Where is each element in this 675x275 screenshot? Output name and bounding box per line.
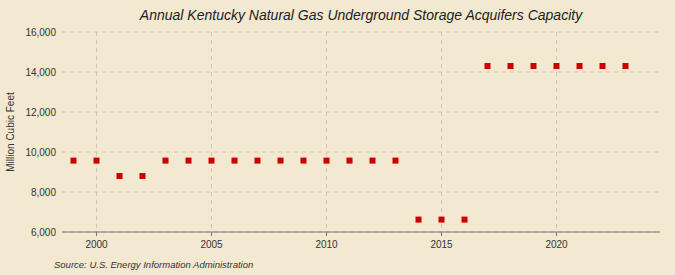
y-grid-line [62,192,660,193]
point [485,63,491,69]
point [94,158,100,164]
point [163,158,169,164]
point [370,158,376,164]
point [600,63,606,69]
x-tick-mark [441,232,442,236]
x-grid-line [556,32,557,232]
y-tick-label: 14,000 [25,67,56,78]
y-grid-line [62,232,660,233]
point [117,173,123,179]
source-note: Source: U.S. Energy Information Administ… [54,259,253,270]
point [71,158,77,164]
y-grid-line [62,112,660,113]
x-tick-label: 2010 [315,239,338,250]
y-tick-label: 16,000 [25,27,56,38]
page: {"chart_data": {"type": "scatter", "titl… [0,0,675,275]
x-tick-mark [556,232,557,236]
x-tick-mark [211,232,212,236]
point [508,63,514,69]
x-tick-label: 2020 [545,239,568,250]
y-tick-label: 8,000 [31,187,56,198]
y-grid-line [62,152,660,153]
y-grid-line [62,72,660,73]
y-tick-label: 12,000 [25,107,56,118]
points [71,63,629,223]
point [462,217,468,223]
point [324,158,330,164]
x-grid-line [326,32,327,232]
point [278,158,284,164]
x-grid-line [96,32,97,232]
point [623,63,629,69]
x-tick-mark [326,232,327,236]
chart-container: 6,000 8,000 10,000 12,000 14,000 16,000 2000 20… [0,0,675,275]
x-grid-line [441,32,442,232]
point [255,158,261,164]
point [232,158,238,164]
point [209,158,215,164]
point [439,217,445,223]
point [393,158,399,164]
x-tick-label: 2000 [85,239,108,250]
point [186,158,192,164]
point [416,217,422,223]
x-axis-line [62,232,660,233]
chart-svg: 6,000 8,000 10,000 12,000 14,000 16,000 2000 20… [0,0,675,275]
axes: 6,000 8,000 10,000 12,000 14,000 16,000 2000 20… [25,27,660,251]
y-grid-line [62,32,660,33]
point [531,63,537,69]
title: Annual Kentucky Natural Gas Underground … [139,7,583,23]
x-tick-label: 2005 [200,239,223,250]
point [577,63,583,69]
y-tick-label: 6,000 [31,227,56,238]
x-tick-mark [96,232,97,236]
point [554,63,560,69]
x-tick-label: 2015 [430,239,453,250]
y-tick-label: 10,000 [25,147,56,158]
y-axis-label: Million Cubic Feet [5,92,16,172]
point [140,173,146,179]
grid [62,32,660,232]
x-grid-line [211,32,212,232]
point [347,158,353,164]
point [301,158,307,164]
